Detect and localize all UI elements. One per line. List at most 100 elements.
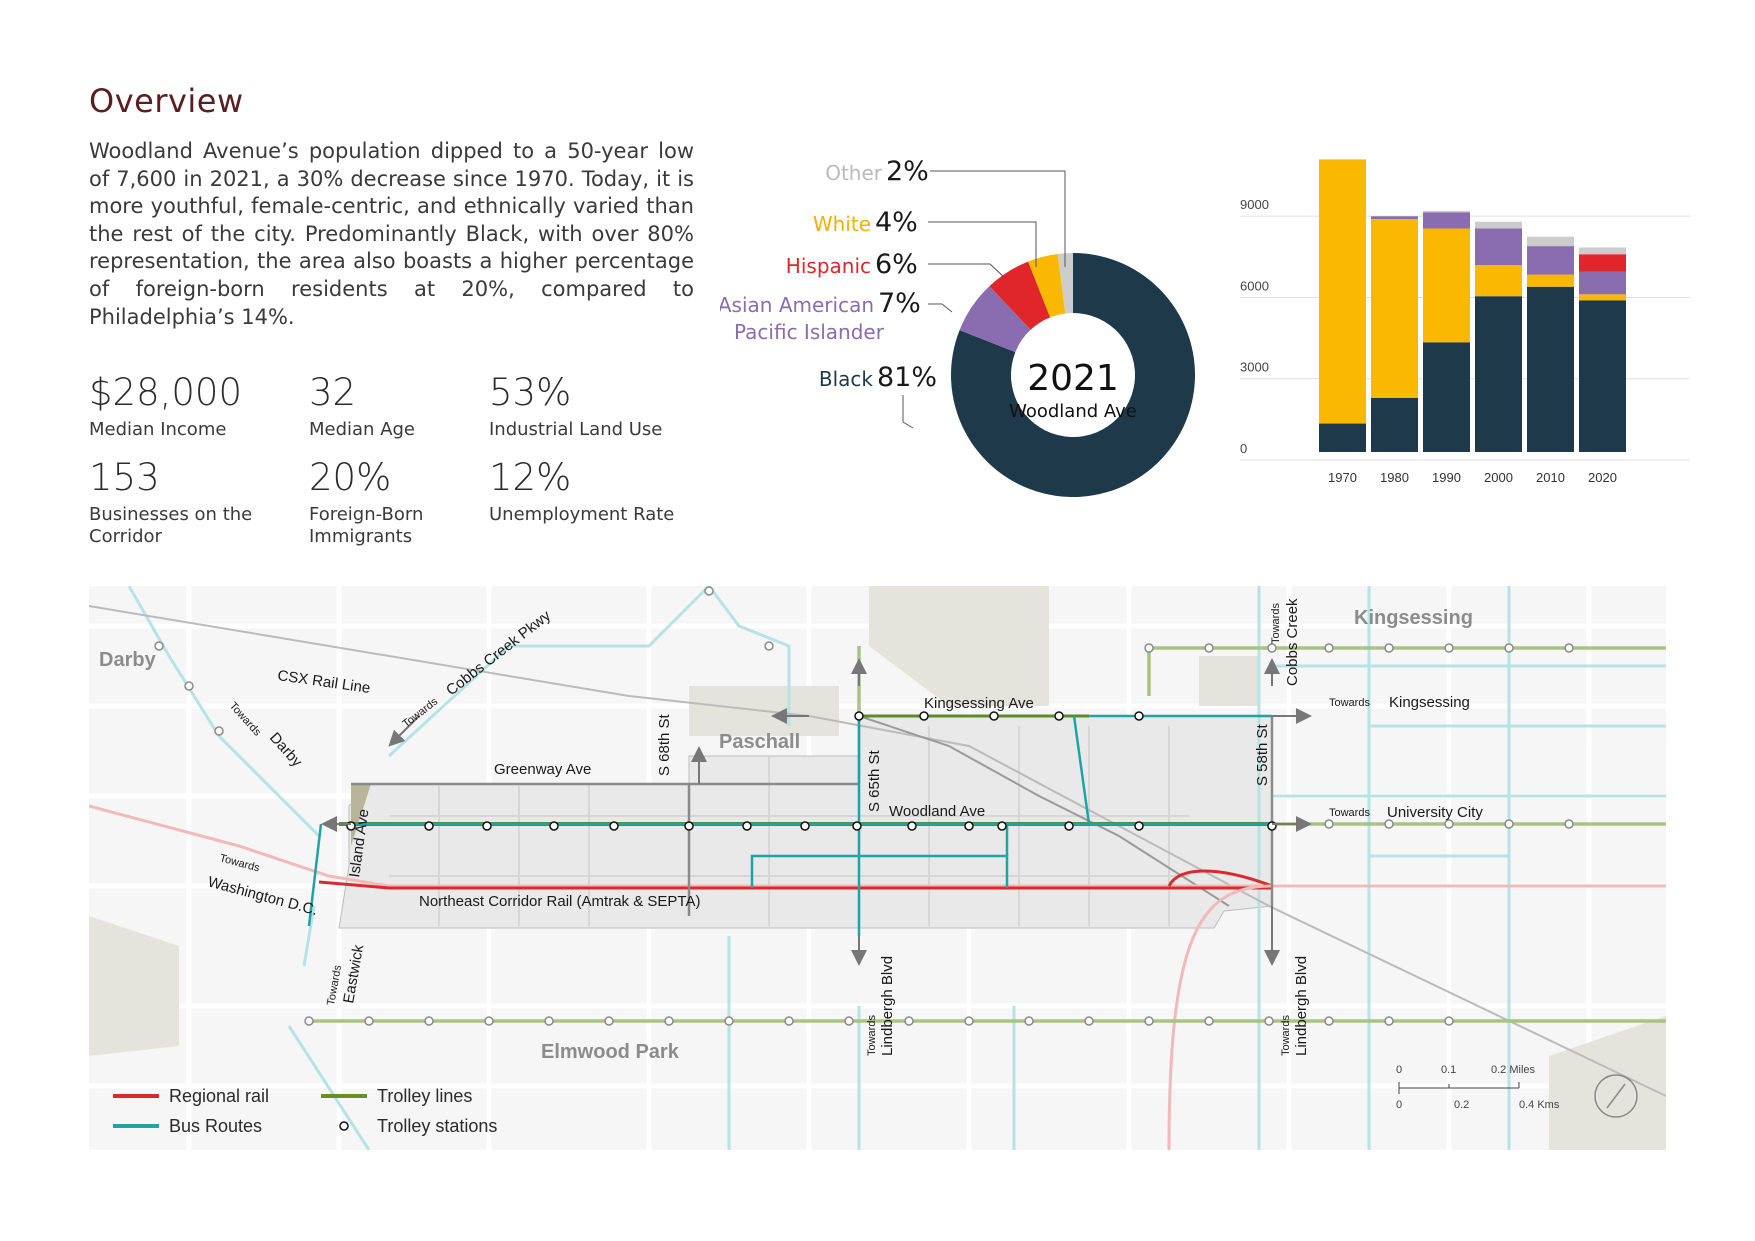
stat-label: Industrial Land Use	[489, 419, 663, 440]
donut-slice-white	[1028, 253, 1066, 318]
bar-y-ticks: 0 3000 6000 9000	[1240, 197, 1269, 456]
y-tick-9000: 9000	[1240, 197, 1269, 212]
stat-value: 20%	[309, 456, 392, 499]
bar-1990-other	[1423, 210, 1470, 213]
donut-slices	[951, 253, 1195, 497]
scale-km-2: 0.4 Kms	[1519, 1099, 1560, 1111]
stat-median-age: 32 Median Age	[309, 373, 415, 441]
donut-slice-black	[951, 253, 1195, 497]
bar-1980-aapi	[1371, 216, 1418, 220]
label-other-name: Other	[825, 161, 883, 185]
stat-label: Median Income	[89, 419, 227, 440]
x-tick-1980: 1980	[1380, 470, 1409, 485]
bar-2000-black	[1475, 296, 1522, 452]
bar-2000-aapi	[1475, 228, 1522, 266]
dir-lindbergh-towards-2: Towards	[1280, 1015, 1292, 1056]
stat-value: 32	[309, 371, 357, 414]
dir-kingsessing: Kingsessing	[1389, 694, 1470, 711]
overview-paragraph: Woodland Avenue’s population dipped to a…	[89, 139, 694, 329]
stat-unemployment: 12% Unemployment Rate	[489, 458, 674, 526]
regional-rail-light	[89, 804, 1666, 888]
label-elmwood-park: Elmwood Park	[541, 1041, 680, 1063]
label-white-pct: 4%	[875, 207, 918, 238]
background-bus-routes	[127, 586, 1666, 1150]
bar-1990-black	[1423, 342, 1470, 452]
stat-label: Businesses on the Corridor	[89, 504, 253, 547]
scale-mile-1: 0.1	[1441, 1064, 1456, 1076]
legend-station-icon	[339, 1121, 349, 1131]
stat-label: Median Age	[309, 419, 416, 440]
x-tick-1970: 1970	[1328, 470, 1357, 485]
bar-1970-black	[1319, 423, 1366, 452]
bar-x-ticks: 1970 1980 1990 2000 2010 2020	[1328, 470, 1617, 485]
label-darby: Darby	[99, 649, 157, 671]
dir-univ-towards: Towards	[1329, 807, 1370, 819]
label-aapi-pct: 7%	[878, 288, 921, 319]
dir-cobbs-creek-towards: Towards	[1270, 603, 1282, 644]
dir-lindbergh-1: Lindbergh Blvd	[879, 956, 896, 1056]
x-tick-2000: 2000	[1484, 470, 1513, 485]
stat-businesses: 153 Businesses on the Corridor	[89, 458, 279, 548]
y-tick-6000: 6000	[1240, 278, 1269, 293]
label-hispanic-pct: 6%	[875, 249, 918, 280]
bar-1980-white	[1371, 219, 1418, 398]
dir-lindbergh-towards-1: Towards	[866, 1015, 878, 1056]
bar-2020-other	[1579, 247, 1626, 255]
scale-mile-0: 0	[1396, 1064, 1402, 1076]
label-black-pct: 81%	[877, 362, 937, 393]
bar-1990-white	[1423, 228, 1470, 343]
direction-arrows	[321, 658, 1312, 966]
donut-center-label: Woodland Ave	[1009, 401, 1137, 422]
bar-2020-hispanic	[1579, 254, 1626, 272]
legend-trolley-stations: Trolley stations	[377, 1116, 497, 1136]
north-arrow-icon	[1594, 1074, 1638, 1118]
label-kingsessing-ave: Kingsessing Ave	[924, 695, 1034, 712]
bar-2020-white	[1579, 294, 1626, 301]
label-s58: S 58th St	[1254, 723, 1271, 786]
stat-value: 153	[89, 456, 160, 499]
scale-bar: 0 0.1 0.2 Miles 0 0.2 0.4 Kms	[1396, 1064, 1638, 1118]
y-tick-3000: 3000	[1240, 360, 1269, 375]
regional-rail-spur	[1167, 869, 1273, 888]
ethnicity-donut-chart: Other 2% White 4% Hispanic 6% Asian Amer…	[720, 156, 1195, 497]
label-aapi-name-1: Asian American	[720, 293, 874, 317]
stat-foreign-born: 20% Foreign-Born Immigrants	[309, 458, 459, 548]
map-legend: Regional rail Bus Routes Trolley lines T…	[113, 1086, 497, 1136]
label-woodland-ave: Woodland Ave	[889, 803, 985, 820]
bar-1970-white	[1319, 159, 1366, 424]
y-tick-0: 0	[1240, 441, 1247, 456]
stat-median-income: $28,000 Median Income	[89, 373, 242, 441]
dir-kingsessing-towards: Towards	[1329, 697, 1370, 709]
open-space	[351, 784, 371, 846]
label-white-name: White	[813, 212, 871, 236]
stat-label: Unemployment Rate	[489, 504, 675, 525]
neighborhood-labels: Darby Kingsessing Paschall Elmwood Park	[99, 607, 1473, 1063]
regional-rail-south	[1167, 884, 1273, 1150]
donut-slice-asian-american-pacific-islander	[959, 286, 1031, 353]
corridor-map: Darby Kingsessing Paschall Elmwood Park …	[89, 586, 1666, 1150]
bar-2010-white	[1527, 274, 1574, 287]
legend-trolley-lines: Trolley lines	[377, 1086, 472, 1106]
stat-value: $28,000	[89, 371, 243, 414]
freight-spur	[858, 715, 1230, 907]
bar-2000-white	[1475, 265, 1522, 297]
label-paschall: Paschall	[719, 731, 800, 753]
scale-km-1: 0.2	[1454, 1099, 1469, 1111]
trolley-stations-outer	[154, 586, 1574, 1026]
bar-2020-black	[1579, 300, 1626, 452]
donut-leaders	[902, 170, 1066, 429]
dir-cobbs-creek: Cobbs Creek	[1284, 598, 1301, 686]
bus-sw	[287, 1025, 371, 1150]
bar-2000-other	[1475, 221, 1522, 229]
overview-title: Overview	[89, 82, 244, 120]
stat-value: 53%	[489, 371, 572, 414]
regional-rail-main	[318, 880, 1272, 890]
trolley-stations	[346, 711, 1277, 831]
stat-label: Foreign-Born Immigrants	[309, 504, 424, 547]
label-aapi-name-2: Pacific Islander	[734, 320, 885, 344]
bar-marks	[1319, 159, 1626, 452]
x-tick-2010: 2010	[1536, 470, 1565, 485]
dir-lindbergh-2: Lindbergh Blvd	[1293, 956, 1310, 1056]
legend-bus-routes: Bus Routes	[169, 1116, 262, 1136]
label-s65: S 65th St	[866, 749, 883, 812]
